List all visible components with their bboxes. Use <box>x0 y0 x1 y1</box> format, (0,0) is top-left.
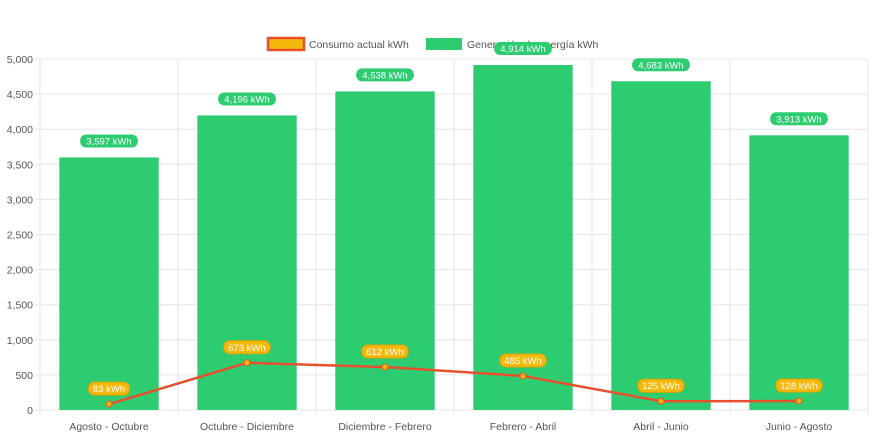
bar-data-label: 3,913 kWh <box>776 114 821 125</box>
bar-data-label-bg <box>770 112 828 126</box>
bar-data-label: 4,196 kWh <box>224 94 269 105</box>
line-data-label: 673 kWh <box>228 343 266 354</box>
bar-data-label: 3,597 kWh <box>86 136 131 147</box>
bar[interactable] <box>473 65 573 410</box>
y-tick-label: 3,000 <box>7 194 33 206</box>
y-tick-label: 5,000 <box>7 54 33 66</box>
y-tick-label: 1,000 <box>7 335 33 347</box>
bar[interactable] <box>749 135 849 410</box>
bar-data-label-bg <box>356 68 414 82</box>
y-tick-label: 1,500 <box>7 300 33 312</box>
x-tick-label: Junio - Agosto <box>766 421 833 433</box>
y-tick-label: 2,500 <box>7 230 33 242</box>
line-point[interactable] <box>657 397 665 405</box>
bar[interactable] <box>59 157 159 410</box>
line-point[interactable] <box>519 372 527 380</box>
y-tick-label: 0 <box>27 405 33 417</box>
line-point[interactable] <box>105 400 113 408</box>
y-tick-label: 500 <box>15 370 33 382</box>
bar-data-label-bg <box>632 58 690 72</box>
bar-data-label-bg <box>494 42 552 56</box>
x-axis: Agosto - Octubre Octubre - Diciembre Dicie… <box>69 421 832 433</box>
line-point[interactable] <box>381 363 389 371</box>
line-data-label: 128 kWh <box>780 381 818 392</box>
line-series <box>105 359 803 408</box>
y-axis: 0 500 1,000 1,500 2,000 2,500 3,000 3,500 4,000 4… <box>7 54 33 417</box>
x-tick-label: Diciembre - Febrero <box>338 421 432 433</box>
bar-data-labels: 3,597 kWh 4,196 kWh 4,538 kWh 4,914 kWh 4,68… <box>80 42 828 148</box>
legend-swatch-consumo[interactable] <box>266 36 306 52</box>
bar-data-label-bg <box>80 134 138 148</box>
x-tick-label: Agosto - Octubre <box>69 421 149 433</box>
legend-label-consumo[interactable]: Consumo actual kWh <box>309 39 409 51</box>
y-tick-label: 3,500 <box>7 159 33 171</box>
line-data-label-bg <box>499 353 547 368</box>
line-data-label: 83 kWh <box>93 384 125 395</box>
line-data-label-bg <box>361 344 409 359</box>
line-data-label: 125 kWh <box>642 381 680 392</box>
gridlines <box>35 58 869 415</box>
x-tick-label: Octubre - Diciembre <box>200 421 294 433</box>
y-tick-label: 2,000 <box>7 265 33 277</box>
bar-series <box>59 65 849 411</box>
line-point[interactable] <box>243 359 251 367</box>
bar-data-label: 4,538 kWh <box>362 70 407 81</box>
bar[interactable] <box>335 91 435 410</box>
line-data-labels: 83 kWh 673 kWh 612 kWh 485 kWh 125 kWh 128 kW… <box>87 340 823 396</box>
line-data-label-bg <box>775 378 823 393</box>
y-tick-label: 4,000 <box>7 124 33 136</box>
bar-data-label: 4,683 kWh <box>638 60 683 71</box>
line-data-label-bg <box>223 340 271 355</box>
line-data-label: 612 kWh <box>366 347 404 358</box>
y-tick-label: 4,500 <box>7 89 33 101</box>
bar[interactable] <box>611 81 711 410</box>
bar-data-label: 4,914 kWh <box>500 44 545 55</box>
x-tick-label: Abril - Junio <box>633 421 689 433</box>
x-tick-label: Febrero - Abril <box>490 421 557 433</box>
line-data-label: 485 kWh <box>504 356 542 367</box>
line-data-label-bg <box>87 381 131 396</box>
line-point[interactable] <box>795 397 803 405</box>
line-path <box>108 361 800 406</box>
legend-swatch-generacion[interactable] <box>426 38 462 50</box>
bar-data-label-bg <box>218 92 276 106</box>
line-data-label-bg <box>637 378 685 393</box>
